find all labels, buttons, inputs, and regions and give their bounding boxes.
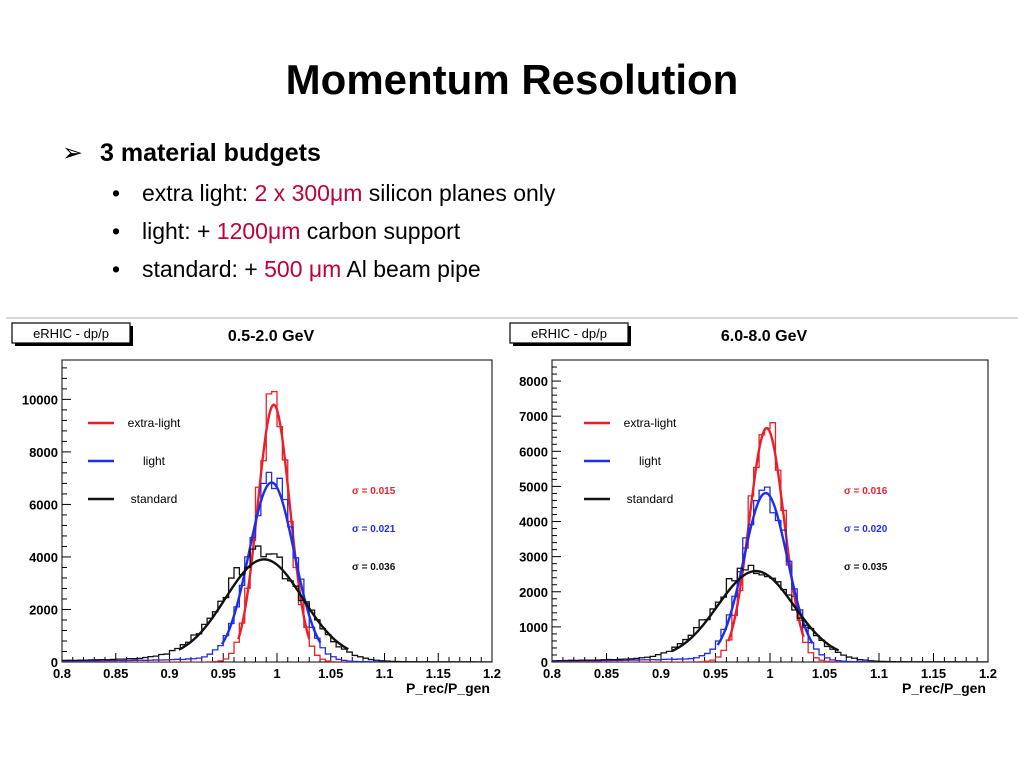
x-tick-label: 1.15: [921, 666, 946, 681]
x-tick-label: 1.05: [812, 666, 837, 681]
legend-label-standard: standard: [627, 492, 674, 506]
series-standard: [552, 564, 988, 662]
plot-frame: [551, 359, 989, 663]
bullet-dot-icon: •: [112, 218, 121, 244]
y-tick-label: 5000: [519, 479, 548, 494]
y-tick-label: 0: [541, 655, 548, 670]
x-tick-label: 1.05: [318, 666, 343, 681]
histogram-standard: [62, 545, 492, 662]
canvas-label: eRHIC - dp/p: [531, 326, 607, 341]
y-tick-label: 7000: [519, 409, 548, 424]
y-tick-label: 3000: [519, 550, 548, 565]
x-tick-label: 1.15: [426, 666, 451, 681]
y-tick-label: 2000: [519, 585, 548, 600]
x-tick-label: 0.85: [103, 666, 128, 681]
legend-label-extra-light: extra-light: [128, 416, 181, 430]
sub-bullet-prefix: light: +: [142, 218, 217, 244]
sub-bullet-suffix: Al beam pipe: [341, 256, 481, 282]
sub-bullet-suffix: carbon support: [300, 218, 461, 244]
histogram-extra-light: [62, 390, 492, 662]
y-tick-label: 8000: [29, 445, 58, 460]
canvas-label-box: [11, 322, 131, 344]
x-axis-label: P_rec/P_gen: [406, 680, 490, 696]
legend-label-light: light: [143, 454, 166, 468]
x-tick-label: 1: [273, 666, 280, 681]
sigma-label-extra-light: σ = 0.015: [352, 486, 396, 497]
x-tick-label: 1.1: [870, 666, 888, 681]
x-tick-label: 0.95: [211, 666, 236, 681]
sub-bullet-standard: • standard: + 500 μm Al beam pipe: [112, 254, 555, 292]
bullet-dot-icon: •: [112, 256, 121, 282]
series-standard: [62, 545, 492, 662]
y-tick-label: 1000: [519, 620, 548, 635]
fit-curve-light: [716, 491, 814, 646]
fit-curve-standard: [178, 558, 349, 651]
sub-bullet-prefix: extra light:: [142, 180, 255, 206]
bullet-dot-icon: •: [112, 180, 121, 206]
sub-bullet-extra-light: • extra light: 2 x 300μm silicon planes o…: [112, 178, 555, 216]
y-tick-label: 10000: [22, 392, 58, 407]
x-tick-label: 1.1: [375, 666, 393, 681]
canvas-label-box: [509, 322, 629, 344]
y-tick-label: 2000: [29, 602, 58, 617]
fit-curve-extra-light: [237, 403, 311, 640]
x-tick-label: 1.2: [979, 666, 997, 681]
sigma-label-light: σ = 0.020: [844, 524, 888, 535]
chart-panel-high-energy: eRHIC - dp/p 6.0-8.0 GeV 0.8 0.85 0.9 0.95 1 1.…: [504, 317, 1018, 696]
main-bullet-text: 3 material budgets: [100, 139, 321, 167]
x-axis-label: P_rec/P_gen: [902, 680, 986, 696]
chart-title: 0.5-2.0 GeV: [228, 328, 315, 345]
slide-title: Momentum Resolution: [285, 56, 739, 103]
arrow-bullet-icon: ➢: [62, 139, 83, 167]
sub-bullet-suffix: silicon planes only: [362, 180, 556, 206]
x-tick-label: 0.95: [703, 666, 728, 681]
x-tick-label: 0.8: [543, 666, 561, 681]
legend-label-standard: standard: [131, 492, 178, 506]
sub-bullet-light: • light: + 1200μm carbon support: [112, 216, 555, 254]
sub-bullet-highlight: 1200μm: [216, 218, 301, 244]
x-tick-label: 0.85: [594, 666, 619, 681]
x-tick-label: 0.8: [53, 666, 71, 681]
sub-bullet-prefix: standard: +: [142, 256, 265, 282]
sigma-label-light: σ = 0.021: [352, 524, 396, 535]
sigma-label-standard: σ = 0.036: [352, 562, 396, 573]
legend-label-light: light: [639, 454, 662, 468]
sigma-label-extra-light: σ = 0.016: [844, 486, 888, 497]
sub-bullet-highlight: 2 x 300μm: [254, 180, 363, 206]
sigma-label-standard: σ = 0.035: [844, 562, 888, 573]
y-tick-label: 0: [51, 655, 58, 670]
y-tick-label: 8000: [519, 374, 548, 389]
sub-bullet-list: • extra light: 2 x 300μm silicon planes o…: [112, 178, 555, 292]
x-tick-label: 1: [766, 666, 773, 681]
series-extra-light: [62, 390, 492, 662]
chart-title: 6.0-8.0 GeV: [721, 328, 808, 345]
sub-bullet-highlight: 500 μm: [264, 256, 342, 282]
x-tick-label: 0.9: [160, 666, 178, 681]
x-tick-label: 1.2: [483, 666, 501, 681]
main-bullet: ➢ 3 material budgets: [62, 138, 321, 168]
x-tick-label: 0.9: [652, 666, 670, 681]
chart-panel-low-energy: eRHIC - dp/p 0.5-2.0 GeV 0.8 0.85 0.9 0.95 1 1.…: [6, 317, 506, 696]
canvas-label: eRHIC - dp/p: [33, 326, 109, 341]
y-tick-label: 6000: [29, 497, 58, 512]
legend-label-extra-light: extra-light: [624, 416, 677, 430]
y-tick-label: 4000: [29, 550, 58, 565]
histogram-extra-light: [552, 422, 988, 662]
y-tick-label: 6000: [519, 444, 548, 459]
fit-curve-standard: [671, 569, 840, 653]
y-tick-label: 4000: [519, 515, 548, 530]
fit-curve-light: [220, 481, 322, 645]
